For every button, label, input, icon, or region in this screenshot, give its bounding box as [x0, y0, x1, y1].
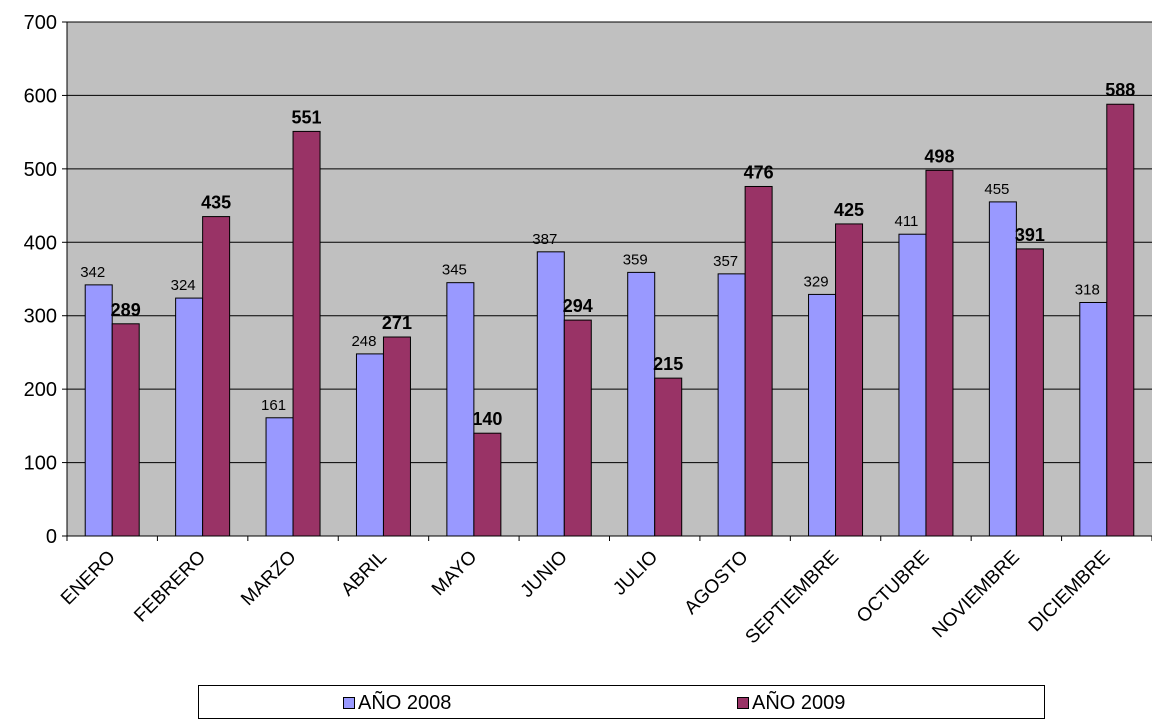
data-label: 551	[292, 107, 322, 127]
legend-label-2008: AÑO 2008	[358, 691, 452, 714]
x-tick-label: MAYO	[428, 547, 481, 600]
data-label: 345	[442, 262, 467, 279]
data-label: 357	[713, 253, 738, 270]
y-tick-label: 700	[24, 12, 57, 34]
data-label: 435	[201, 193, 231, 213]
bar	[563, 319, 592, 537]
bar	[175, 297, 204, 537]
bar	[1106, 103, 1135, 537]
bar	[627, 271, 656, 537]
data-label: 391	[1015, 225, 1045, 245]
legend-item-2008: AÑO 2008	[343, 692, 451, 714]
y-tick-label: 300	[24, 306, 57, 328]
bar	[808, 293, 837, 537]
data-label: 455	[984, 181, 1009, 198]
data-label: 324	[171, 277, 196, 294]
data-label: 425	[834, 200, 864, 220]
data-label: 248	[351, 333, 376, 350]
bar	[1015, 248, 1044, 537]
bar	[84, 284, 113, 537]
bar	[654, 377, 683, 537]
x-tick-label: OCTUBRE	[853, 547, 934, 628]
legend-swatch-2008	[343, 697, 355, 709]
legend-label-2009: AÑO 2009	[752, 691, 846, 714]
bar	[111, 323, 140, 537]
y-tick-label: 400	[24, 232, 57, 254]
bar	[1079, 301, 1108, 537]
bar	[744, 185, 773, 537]
x-tick-label: SEPTIEMBRE	[742, 547, 843, 648]
legend-swatch-2009	[737, 697, 749, 709]
x-tick-label: FEBRERO	[130, 547, 210, 627]
y-tick-label: 200	[24, 379, 57, 401]
data-label: 294	[563, 296, 593, 316]
x-tick-label: JUNIO	[517, 547, 572, 602]
legend-item-2009: AÑO 2009	[737, 692, 845, 714]
y-tick-label: 0	[46, 526, 57, 548]
bar	[717, 273, 746, 537]
data-label: 329	[804, 273, 829, 290]
x-tick-label: AGOSTO	[681, 547, 753, 619]
data-label: 318	[1075, 281, 1100, 298]
x-tick-label: ABRIL	[337, 547, 391, 601]
data-label: 387	[532, 231, 557, 248]
bar	[202, 216, 231, 537]
y-tick-label: 100	[24, 453, 57, 475]
bar	[835, 223, 864, 537]
bar	[536, 251, 565, 537]
data-label: 342	[80, 264, 105, 281]
bar	[355, 353, 384, 537]
bar	[925, 169, 954, 537]
x-tick-label: MARZO	[237, 547, 300, 610]
data-label: 271	[382, 313, 412, 333]
plot-area	[67, 22, 1152, 536]
data-label: 588	[1105, 80, 1135, 100]
y-tick-label: 500	[24, 159, 57, 181]
bar	[382, 336, 411, 537]
bar	[265, 417, 294, 537]
data-label: 498	[924, 146, 954, 166]
x-tick-label: ENERO	[57, 547, 120, 610]
bar	[473, 432, 502, 537]
x-tick-label: DICIEMBRE	[1025, 547, 1115, 637]
bar	[292, 130, 321, 537]
bar	[988, 201, 1017, 537]
data-label: 140	[472, 409, 502, 429]
x-tick-label: NOVIEMBRE	[928, 547, 1023, 642]
data-label: 359	[623, 251, 648, 268]
data-label: 476	[744, 162, 774, 182]
x-tick-label: JULIO	[609, 547, 662, 600]
data-label: 161	[261, 397, 286, 414]
data-label: 215	[653, 354, 683, 374]
bar	[898, 233, 927, 537]
y-tick-label: 600	[24, 85, 57, 107]
data-label: 411	[894, 213, 918, 230]
legend: AÑO 2008 AÑO 2009	[198, 685, 1045, 719]
bar	[446, 282, 475, 537]
data-label: 289	[111, 300, 141, 320]
